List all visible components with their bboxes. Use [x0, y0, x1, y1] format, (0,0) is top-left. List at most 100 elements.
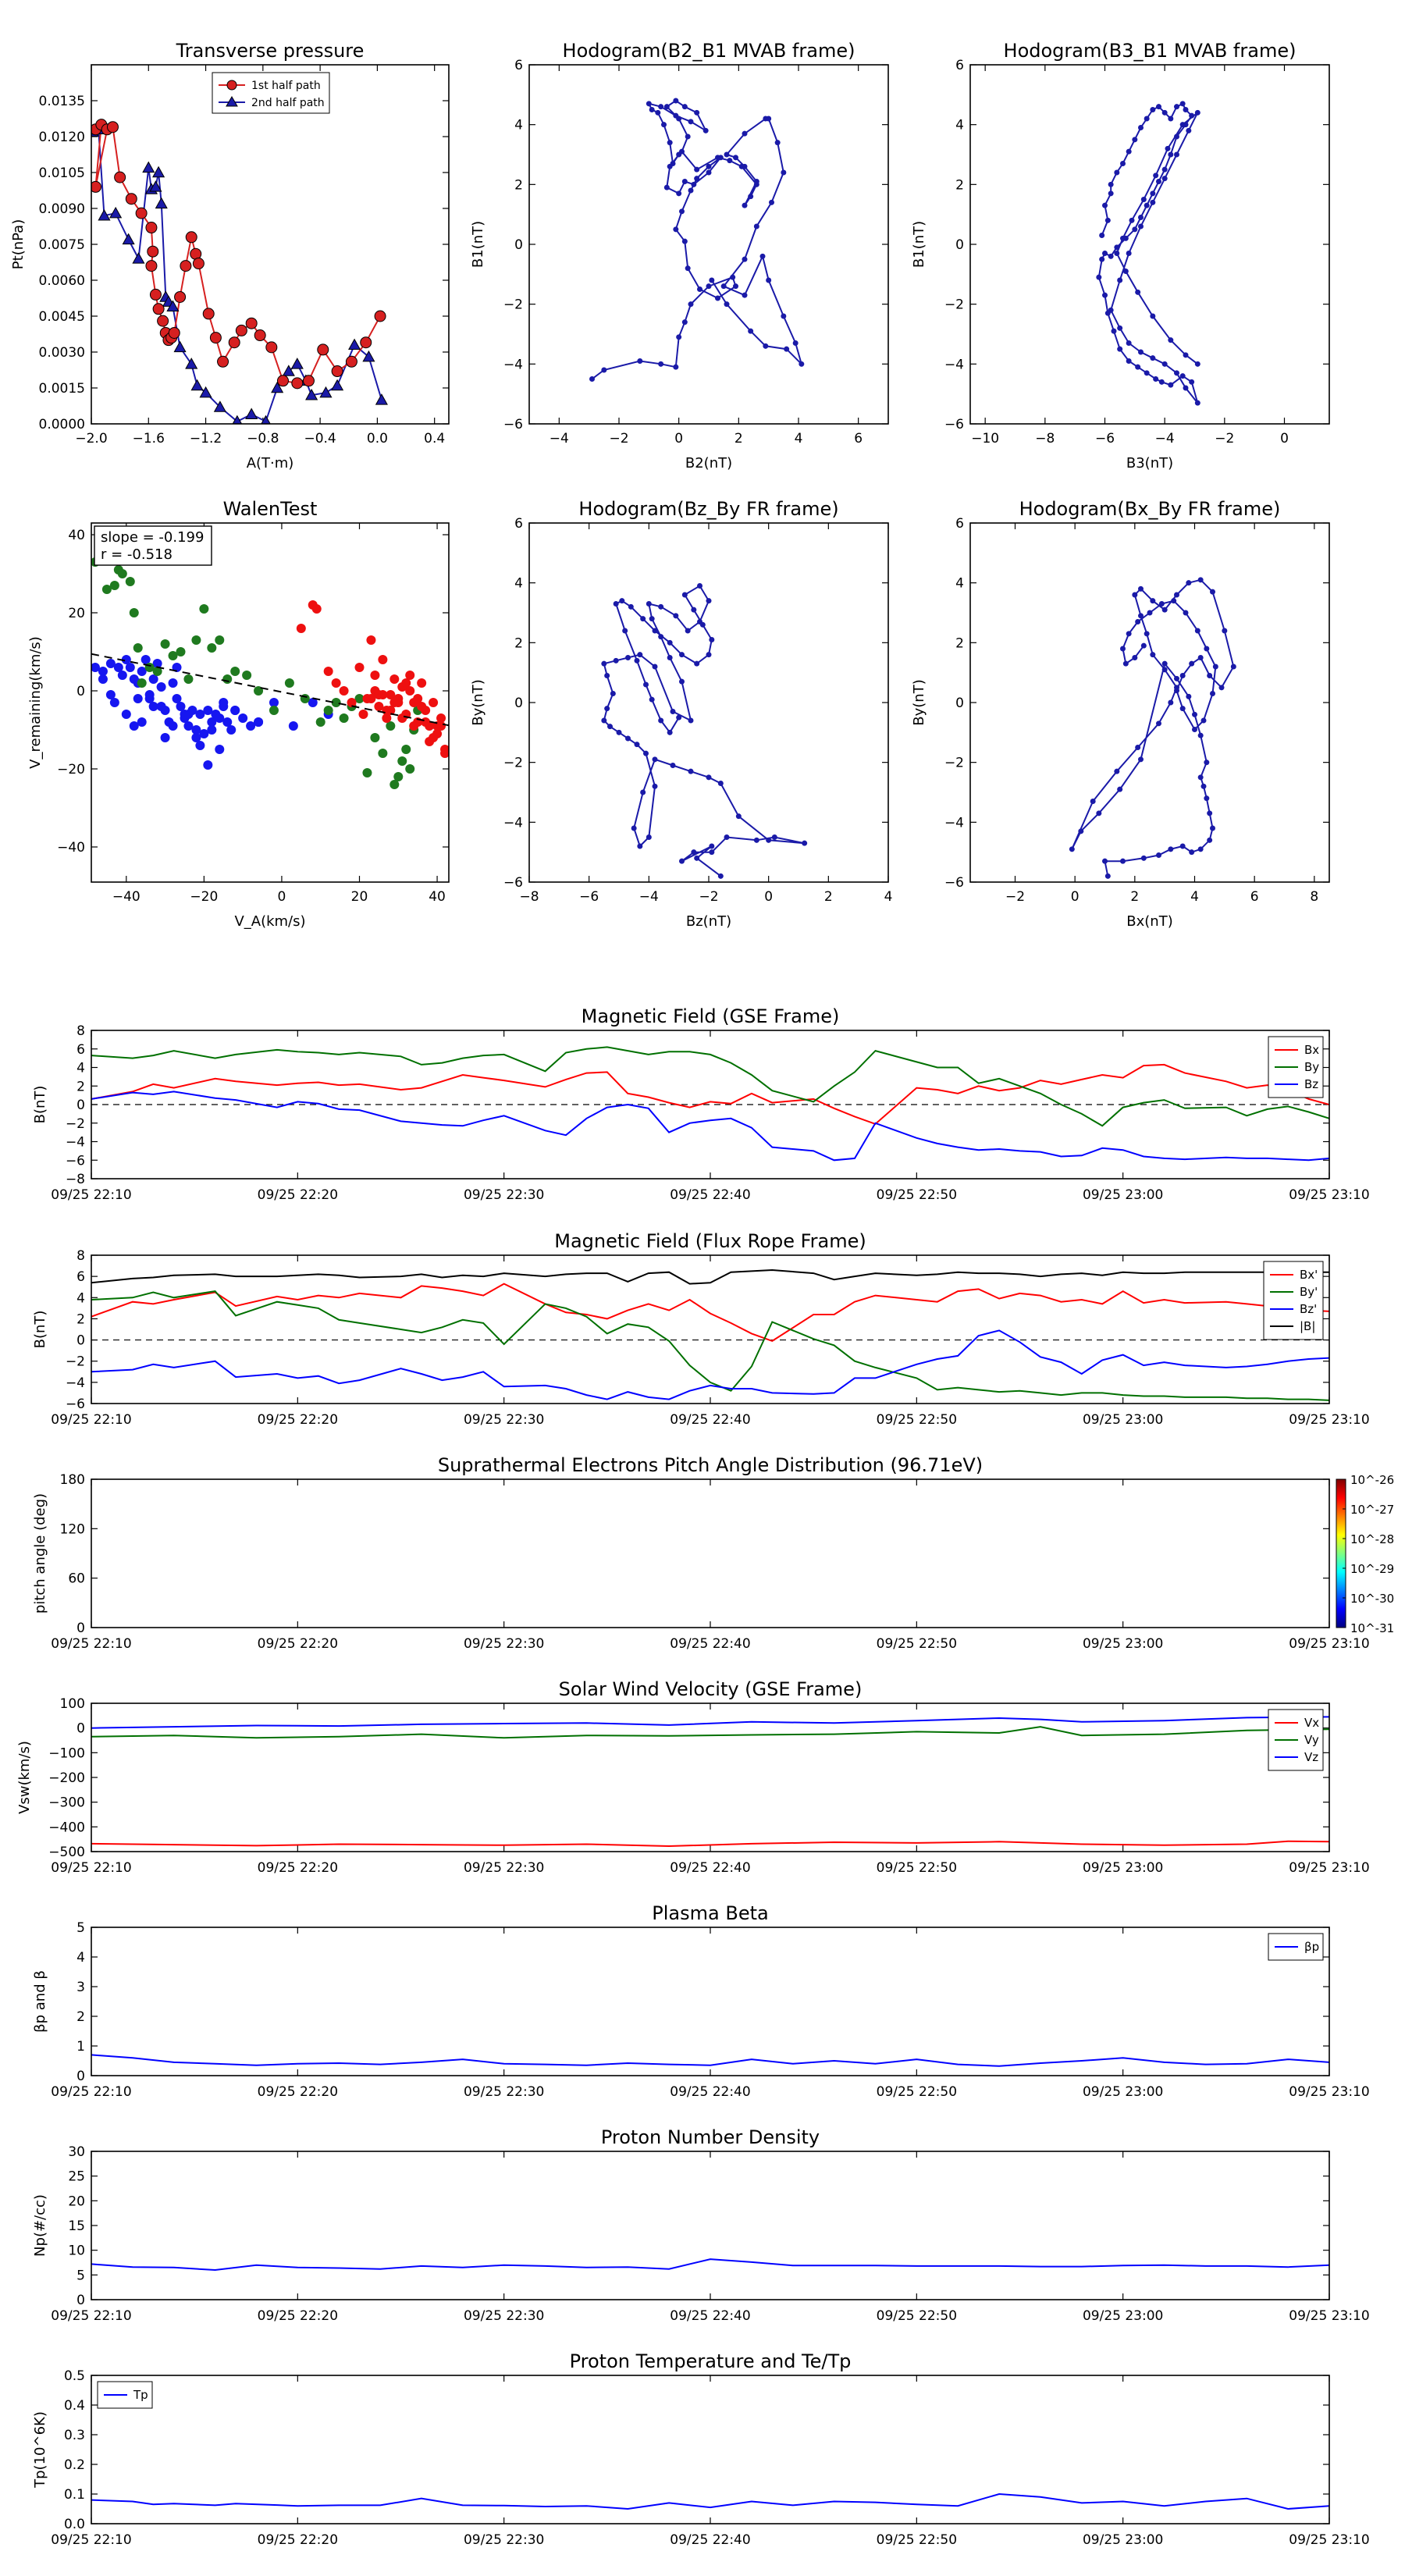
x-tick-label: 6 [1250, 889, 1259, 905]
y-tick-label: −6 [66, 1397, 85, 1412]
hodogram-point [667, 140, 673, 146]
y-tick-label: −400 [48, 1820, 85, 1835]
walen-point [125, 663, 135, 672]
hodogram-point [679, 148, 685, 155]
hodogram-point [658, 634, 664, 640]
hodogram-point [706, 774, 712, 781]
hodogram-point [1210, 825, 1215, 831]
hodogram-point [730, 274, 736, 280]
walen-point [222, 674, 233, 684]
walen-point [386, 721, 396, 731]
x-tick-label: 09/25 22:40 [670, 1412, 750, 1428]
x-tick-label: 09/25 22:10 [51, 2532, 131, 2548]
series-line-Vz [91, 1716, 1329, 1729]
y-tick-label: 6 [76, 1269, 85, 1285]
hodogram-point [685, 628, 691, 634]
walen-point [215, 745, 225, 754]
annotation-box [94, 525, 212, 566]
data-point-2nd-half [331, 379, 344, 391]
hodogram-point [1156, 720, 1161, 727]
colorbar-label: 10^-30 [1350, 1592, 1394, 1606]
chart-transverse-pressure: Transverse pressure 0.0000 0.0015 0.0030 0.0… [10, 40, 450, 471]
x-tick-label: 09/25 22:30 [464, 2084, 544, 2100]
y-tick-label: 25 [68, 2169, 85, 2185]
y-tick-label: 0.0135 [39, 94, 85, 109]
hodogram-point [1114, 251, 1120, 256]
hodogram-point [688, 187, 694, 194]
walen-point [370, 671, 380, 680]
plot-area [91, 2492, 1329, 2510]
hodogram-point [1126, 631, 1132, 637]
walen-point [397, 756, 407, 766]
x-tick-label: 09/25 22:40 [670, 2532, 750, 2548]
y-tick-label: 8 [76, 1023, 85, 1039]
hodogram-point [1150, 313, 1156, 319]
walen-point [98, 674, 108, 684]
walen-point [358, 710, 368, 719]
hodogram-point [1120, 235, 1126, 241]
walen-point [311, 604, 322, 614]
y-tick-label: 0.4 [64, 2398, 85, 2414]
data-point-1st-half [331, 365, 343, 378]
y-tick-label: −500 [48, 1845, 85, 1860]
x-tick-label: −1.2 [190, 431, 222, 447]
x-tick-label: 09/25 22:10 [51, 1636, 131, 1652]
hodogram-point [613, 657, 619, 664]
hodogram-point [1104, 873, 1111, 879]
hodogram-point [676, 334, 682, 340]
y-tick-label: −4 [944, 815, 964, 831]
plot-area [91, 1716, 1329, 1848]
hodogram-point [1194, 628, 1200, 634]
legend-label: By' [1300, 1285, 1318, 1299]
hodogram-point [658, 717, 664, 724]
plot-area [1096, 101, 1200, 406]
colorbar-label: 10^-28 [1350, 1532, 1394, 1546]
walen-point [254, 717, 264, 727]
walen-point [148, 674, 158, 684]
hodogram-point [1192, 711, 1197, 717]
x-tick-label: −4 [639, 889, 659, 905]
plot-area [91, 542, 449, 789]
x-tick-label: −8 [519, 889, 539, 905]
hodogram-point [676, 116, 682, 122]
hodogram-point [1150, 190, 1156, 197]
data-point-1st-half [228, 336, 240, 349]
hodogram-point [673, 98, 679, 104]
x-tick-label: 09/25 22:30 [464, 1412, 544, 1428]
hodogram-point [679, 858, 685, 864]
chart-mag-fr: Magnetic Field (Flux Rope Frame) −6 −4 −2 0 2… [32, 1230, 1370, 1428]
hodogram-point [769, 199, 774, 205]
legend-label: Vx [1304, 1716, 1319, 1730]
walen-point [129, 608, 139, 617]
hodogram-point [637, 652, 643, 658]
chart-vsw: Solar Wind Velocity (GSE Frame) −500 −400 −… [16, 1678, 1370, 1876]
walen-point [133, 694, 143, 703]
hodogram-point [1207, 837, 1213, 843]
data-point-1st-half [185, 231, 197, 244]
walen-point [105, 690, 116, 699]
y-tick-label: 0 [955, 696, 964, 711]
hodogram-point [1186, 580, 1192, 586]
plot-area [1069, 577, 1236, 879]
hodogram-point [688, 768, 694, 774]
walen-point [152, 667, 162, 676]
x-tick-label: 09/25 22:30 [464, 1860, 544, 1876]
y-tick-label: 6 [76, 1042, 85, 1058]
walen-point [199, 604, 209, 614]
walen-point [195, 741, 205, 750]
x-axis-label: Bx(nT) [1126, 913, 1172, 930]
walen-point [215, 635, 225, 645]
walen-point [393, 772, 404, 781]
data-point-1st-half [317, 343, 329, 356]
axes-frame [969, 64, 1330, 425]
hodogram-point [604, 673, 610, 678]
data-point-1st-half [149, 288, 162, 301]
y-tick-label: −40 [57, 840, 85, 856]
x-tick-label: 09/25 22:40 [670, 1187, 750, 1203]
hodogram-point [691, 849, 697, 856]
hodogram-point [1117, 346, 1123, 352]
chart-title: Magnetic Field (GSE Frame) [582, 1005, 840, 1027]
y-tick-label: 5 [76, 1920, 85, 1936]
y-axis-label: Pt(nPa) [10, 219, 27, 269]
hodogram-point [670, 161, 676, 166]
